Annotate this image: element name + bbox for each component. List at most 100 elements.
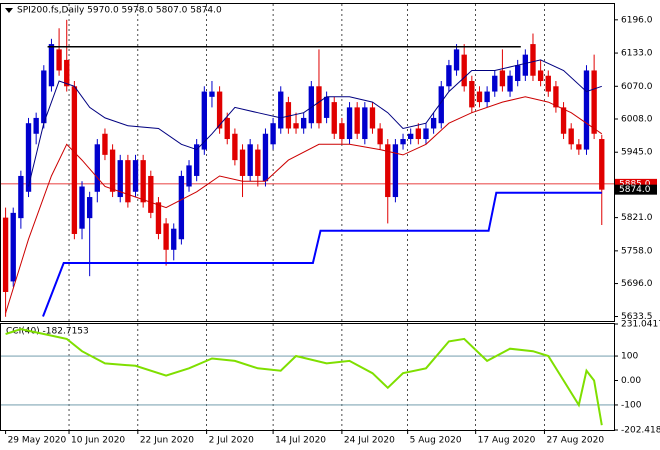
line: [28, 59, 602, 187]
candle-body: [430, 117, 437, 129]
candle-body: [140, 160, 146, 203]
candle-body: [553, 86, 559, 108]
candle-body: [492, 75, 498, 92]
candle-body: [415, 128, 422, 140]
x-tick-label: 27 Aug 2020: [546, 436, 604, 446]
candle-body: [476, 91, 483, 103]
candle-body: [339, 123, 345, 140]
candle-body: [209, 91, 215, 97]
candle-body: [522, 54, 529, 76]
candle-body: [278, 91, 284, 129]
candle-body: [163, 223, 169, 250]
candle-body: [86, 197, 93, 219]
candle-body: [323, 96, 330, 118]
candle-body: [446, 65, 452, 87]
candle-body: [125, 160, 131, 203]
x-tick-label: 29 May 2020: [8, 436, 67, 446]
candle-body: [155, 202, 162, 234]
candle-body: [64, 59, 70, 87]
y-tick-label: -202.418: [621, 426, 660, 436]
candle-body: [262, 133, 269, 182]
candle-body: [545, 75, 551, 92]
candle-body: [392, 144, 399, 198]
candle-body: [186, 165, 192, 187]
y-tick-label: 6008.0: [621, 114, 653, 124]
candle-body: [354, 107, 360, 134]
title-icon: [5, 8, 13, 13]
candle-body: [530, 44, 536, 76]
candle-body: [56, 49, 62, 71]
candle-body: [484, 91, 490, 103]
y-tick-label: 100: [621, 352, 638, 362]
candle-body: [308, 86, 314, 124]
candle-body: [132, 160, 139, 192]
x-tick-label: 14 Jul 2020: [275, 436, 326, 446]
candle-body: [48, 44, 55, 87]
candle-body: [71, 86, 78, 234]
candle-body: [560, 107, 567, 134]
x-tick-label: 5 Aug 2020: [410, 436, 462, 446]
x-tick-label: 10 Jun 2020: [71, 436, 125, 446]
candle-body: [216, 91, 223, 129]
candle-body: [109, 149, 116, 192]
price-label: 5874.0: [619, 185, 651, 195]
candle-body: [102, 133, 108, 155]
candle-body: [239, 149, 246, 176]
line: [5, 96, 603, 314]
candle-body: [385, 144, 391, 198]
candle-body: [79, 186, 85, 229]
candle-body: [293, 123, 299, 129]
candle-body: [469, 81, 475, 108]
price-panel: [0, 3, 615, 322]
candle-body: [438, 86, 444, 124]
candle-body: [515, 65, 521, 82]
y-tick-label: 231.0417: [621, 320, 660, 330]
indicator-title: CCI(40) -182.7153: [6, 327, 89, 337]
y-tick-label: 5821.0: [621, 213, 653, 223]
candle-body: [377, 128, 383, 145]
candle-body: [117, 160, 123, 198]
candle-body: [178, 175, 185, 240]
candle-body: [285, 102, 292, 129]
candle-body: [499, 70, 506, 87]
candle-body: [33, 117, 39, 134]
candle-body: [453, 49, 460, 71]
candle-body: [41, 70, 47, 124]
candle-body: [232, 133, 238, 161]
indicator-panel: [0, 323, 615, 431]
candle-body: [2, 217, 9, 292]
candle-body: [408, 133, 414, 140]
candle-body: [201, 91, 207, 150]
y-tick-label: 6133.0: [621, 49, 653, 59]
candle-body: [576, 144, 582, 150]
candle-body: [369, 107, 376, 129]
y-tick-label: 5633.5: [621, 312, 653, 322]
x-tick-label: 17 Aug 2020: [478, 436, 536, 446]
candle-body: [193, 144, 200, 176]
y-tick-label: -100: [621, 400, 642, 410]
candle-body: [461, 54, 467, 87]
candle-body: [346, 107, 353, 140]
price-label-box: [615, 178, 657, 189]
candle-body: [301, 117, 307, 129]
candle-body: [25, 123, 32, 192]
candle-body: [255, 149, 261, 176]
candle-body: [400, 139, 406, 145]
candle-body: [507, 75, 513, 92]
candle-body: [599, 139, 605, 190]
x-tick-label: 22 Jun 2020: [140, 436, 194, 446]
candle-body: [568, 128, 574, 145]
price-label: 5885.0: [619, 179, 651, 189]
y-tick-label: 6070.0: [621, 82, 653, 92]
candle-body: [316, 86, 322, 124]
candle-body: [423, 128, 429, 140]
candle-body: [591, 70, 597, 134]
chart-title: SPI200.fs,Daily 5970.0 5978.0 5807.0 587…: [17, 6, 222, 16]
candle-body: [148, 175, 154, 213]
candle-body: [224, 117, 230, 140]
candle-body: [18, 175, 24, 219]
y-tick-label: 0.00: [621, 376, 641, 386]
candle-body: [171, 228, 177, 250]
candle-body: [583, 70, 590, 150]
